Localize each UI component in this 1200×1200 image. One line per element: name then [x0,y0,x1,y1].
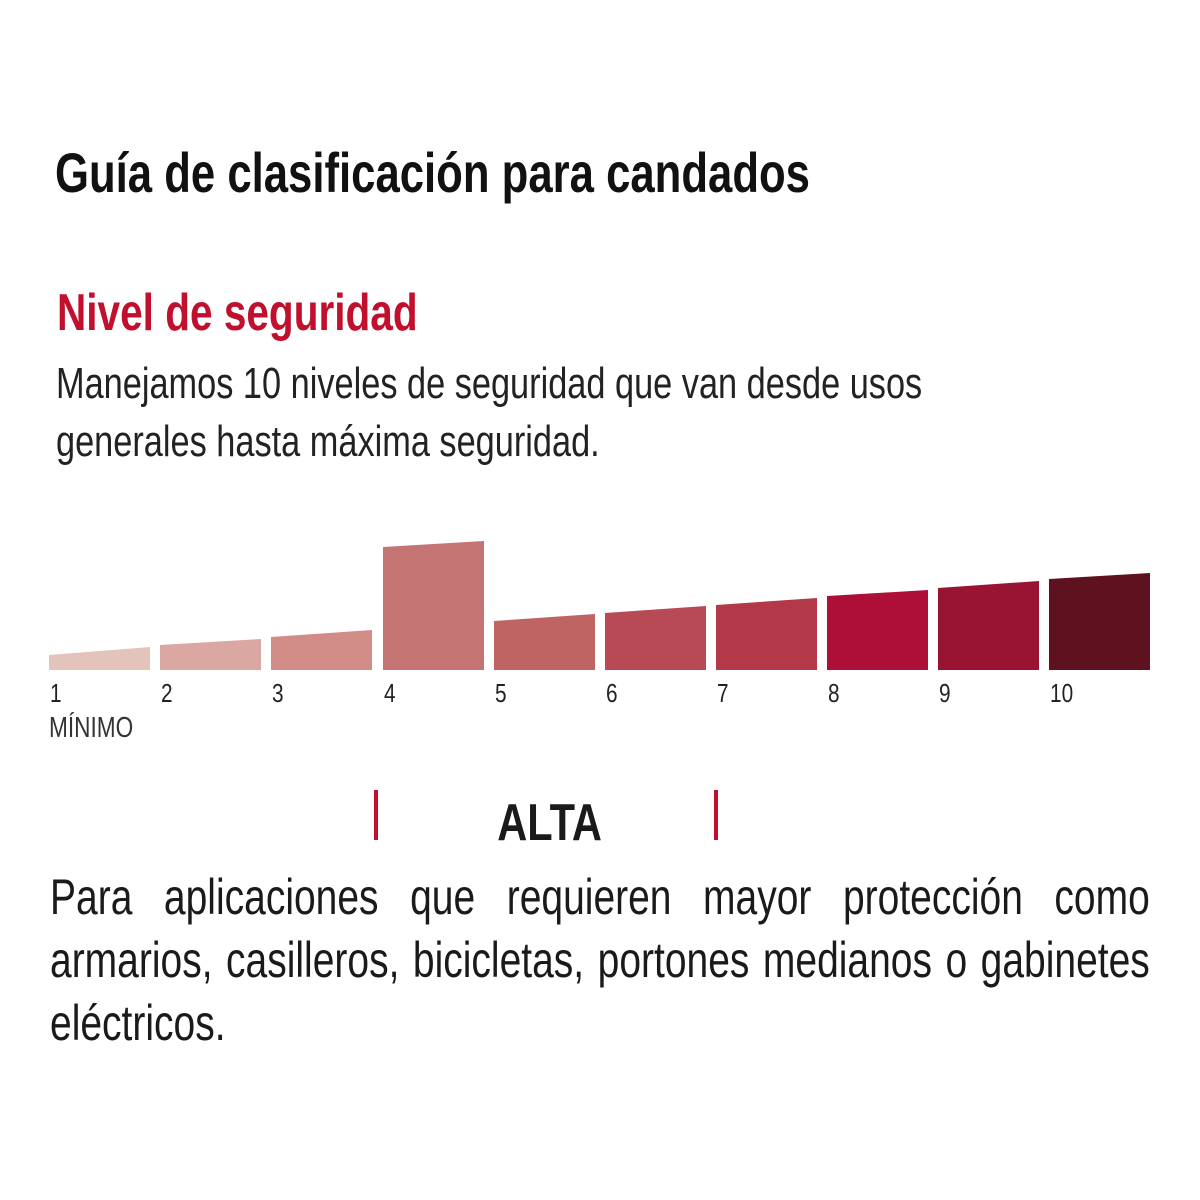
section-subtitle: Nivel de seguridad [57,284,418,342]
level-label-3: 3 [272,678,284,708]
level-bar-9 [938,581,1039,670]
level-label-5: 5 [495,678,507,708]
level-label-8: 8 [828,678,840,708]
level-bar-10 [1049,573,1150,670]
level-bar-1 [49,647,150,670]
level-label-7: 7 [717,678,729,708]
level-bar-8 [827,590,928,670]
level-label-1: 1 [50,678,62,708]
level-bar-2 [160,639,261,670]
description-line: Manejamos 10 niveles de seguridad que va… [56,359,923,408]
level-label-2: 2 [161,678,173,708]
level-bar-7 [716,598,817,670]
level-label-10: 10 [1050,678,1074,708]
minimum-label: MÍNIMO [49,712,134,744]
description: Manejamos 10 niveles de seguridad que va… [56,355,922,471]
level-bar-4 [383,541,484,670]
security-level-scale [49,541,1150,670]
level-bar-6 [605,606,706,670]
level-bar-5 [494,614,595,670]
range-marker-right [714,790,718,840]
level-bar-3 [271,630,372,670]
description-line: generales hasta máxima seguridad. [56,417,600,466]
category-description: Para aplicaciones que requieren mayor pr… [50,869,1150,1051]
level-label-9: 9 [939,678,951,708]
level-label-6: 6 [606,678,618,708]
level-label-4: 4 [384,678,396,708]
category-label: ALTA [497,794,602,852]
range-marker-left [374,790,378,840]
page-title: Guía de clasificación para candados [55,141,810,204]
